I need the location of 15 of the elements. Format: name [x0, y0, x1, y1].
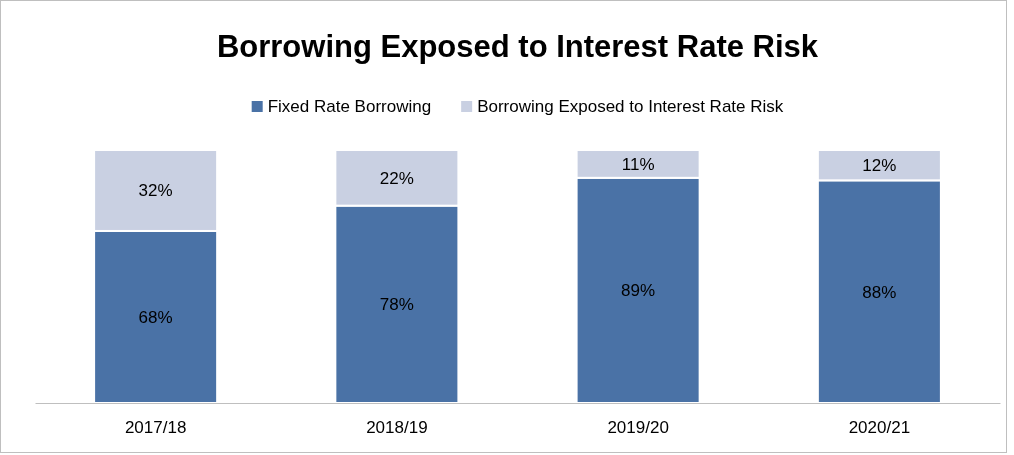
data-label: 11%: [621, 154, 655, 174]
chart-title: Borrowing Exposed to Interest Rate Risk: [216, 29, 819, 64]
data-label: 12%: [862, 156, 897, 176]
data-label: 68%: [138, 307, 173, 327]
data-label: 88%: [862, 282, 897, 302]
x-tick-label: 2017/18: [124, 418, 187, 438]
x-tick-label: 2019/20: [607, 418, 669, 438]
x-tick-label: 2018/19: [366, 418, 428, 438]
data-label: 78%: [379, 295, 414, 315]
data-label: 32%: [138, 181, 173, 201]
legend-label: Fixed Rate Borrowing: [267, 97, 432, 116]
x-tick-label: 2020/21: [848, 418, 911, 438]
legend-label: Borrowing Exposed to Interest Rate Risk: [477, 97, 784, 116]
data-label: 89%: [621, 281, 656, 301]
data-label: 22%: [379, 168, 414, 188]
